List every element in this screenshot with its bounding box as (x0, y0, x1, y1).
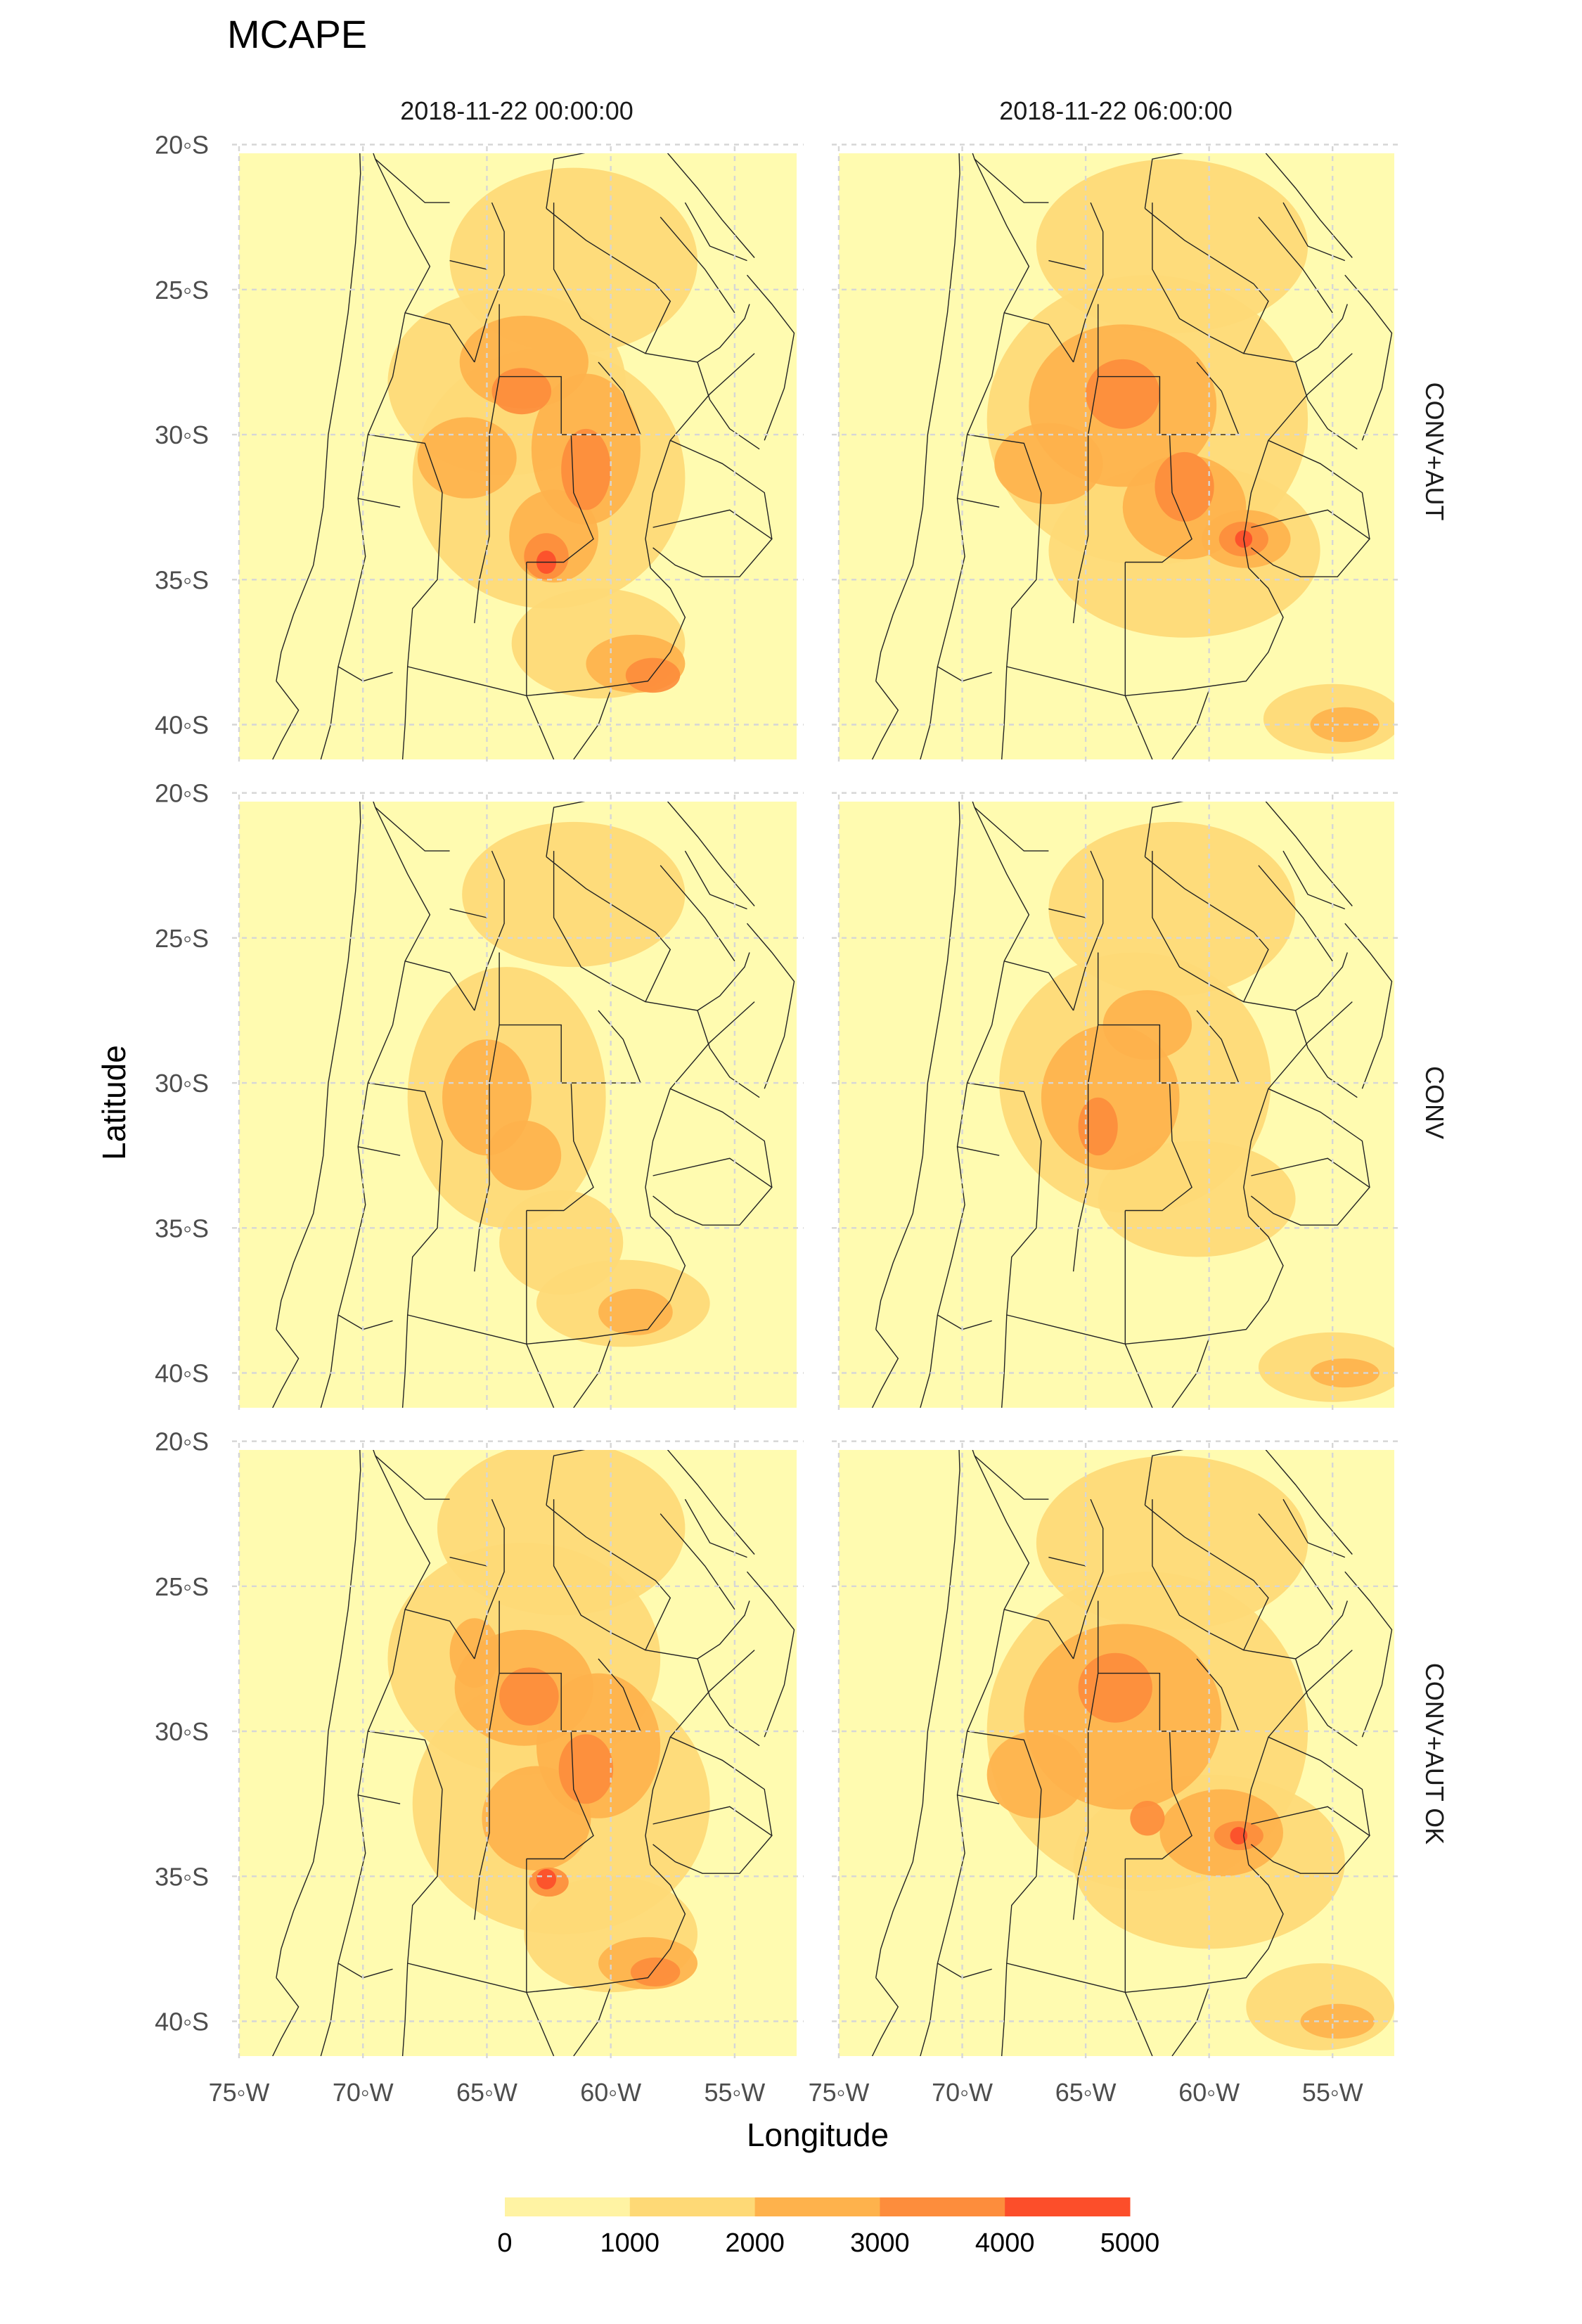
y-tick-label: 20◦S (155, 131, 209, 160)
x-tick-label: 75◦W (209, 2078, 270, 2107)
y-tick-label: 20◦S (155, 779, 209, 808)
legend-label: 2000 (725, 2228, 785, 2258)
legend-label: 4000 (975, 2228, 1035, 2258)
contour-blob (437, 1442, 685, 1615)
y-tick-label: 40◦S (155, 2008, 209, 2036)
contour-blob (561, 429, 610, 510)
y-tick-label: 35◦S (155, 565, 209, 594)
x-tick-label: 65◦W (1055, 2078, 1117, 2107)
panel-0-1 (832, 96, 1402, 769)
column-header-0: 2018-11-22 00:00:00 (400, 96, 634, 125)
panel-0-0 (232, 96, 804, 769)
contour-blob (1086, 359, 1159, 429)
contour-blob (499, 1667, 559, 1725)
row-header-1: CONV (1420, 1066, 1449, 1139)
x-tick-label: 60◦W (1178, 2078, 1240, 2107)
y-tick-label: 25◦S (155, 1572, 209, 1601)
contour-blob (631, 1958, 680, 1986)
contour-blob (536, 1869, 556, 1889)
x-tick-label: 75◦W (809, 2078, 870, 2107)
y-tick-label: 30◦S (155, 1717, 209, 1746)
legend-label: 0 (497, 2228, 512, 2258)
legend-label: 1000 (600, 2228, 660, 2258)
y-tick-label: 30◦S (155, 1069, 209, 1098)
contour-blob (1079, 1653, 1152, 1723)
x-tick-label: 70◦W (333, 2078, 394, 2107)
contour-blob (491, 368, 551, 414)
panel-2-1 (832, 1392, 1401, 2065)
contour-blob (487, 1121, 561, 1190)
contour-blob (418, 417, 517, 498)
legend-label: 3000 (850, 2228, 910, 2258)
legend-swatch (1005, 2197, 1130, 2216)
x-tick-label: 55◦W (704, 2078, 765, 2107)
x-tick-label: 65◦W (456, 2078, 517, 2107)
contour-blob (1130, 1801, 1164, 1835)
legend-swatch (505, 2197, 630, 2216)
y-tick-label: 25◦S (155, 276, 209, 304)
y-tick-label: 20◦S (155, 1427, 209, 1456)
panel-1-1 (832, 744, 1407, 1417)
row-header-2: CONV+AUT OK (1420, 1663, 1449, 1844)
contour-blob (1155, 452, 1214, 522)
y-tick-label: 40◦S (155, 1359, 209, 1388)
y-tick-label: 35◦S (155, 1214, 209, 1243)
x-tick-label: 60◦W (580, 2078, 641, 2107)
y-axis-label: Latitude (96, 1045, 132, 1160)
chart-title: MCAPE (227, 12, 367, 56)
column-header-1: 2018-11-22 06:00:00 (999, 96, 1233, 125)
legend-swatch (755, 2197, 880, 2216)
contour-blob (1079, 1098, 1118, 1155)
y-tick-label: 30◦S (155, 420, 209, 449)
x-axis-label: Longitude (747, 2117, 889, 2153)
y-tick-label: 25◦S (155, 924, 209, 953)
legend-label: 5000 (1100, 2228, 1160, 2258)
panel-2-0 (232, 1392, 804, 2065)
legend-swatch (630, 2197, 755, 2216)
legend-swatch (880, 2197, 1005, 2216)
y-tick-label: 40◦S (155, 711, 209, 740)
contour-blob (1036, 159, 1308, 333)
contour-blob (559, 1734, 614, 1804)
contour-blob (1036, 1456, 1308, 1629)
x-tick-label: 55◦W (1302, 2078, 1363, 2107)
x-tick-label: 70◦W (932, 2078, 993, 2107)
y-tick-label: 35◦S (155, 1862, 209, 1891)
row-header-0: CONV+AUT (1420, 382, 1449, 520)
contour-blob (450, 1618, 499, 1688)
panel-1-0 (232, 744, 804, 1417)
